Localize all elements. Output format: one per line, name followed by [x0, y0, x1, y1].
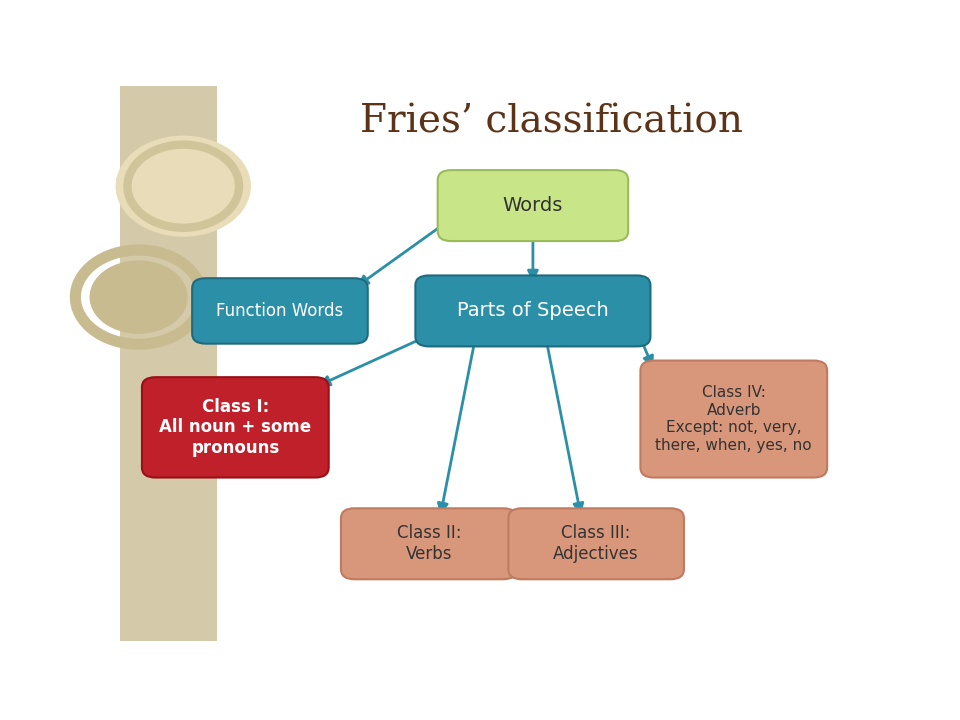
Text: Function Words: Function Words — [216, 302, 344, 320]
FancyBboxPatch shape — [509, 508, 684, 580]
FancyBboxPatch shape — [341, 508, 516, 580]
FancyBboxPatch shape — [438, 170, 628, 241]
FancyBboxPatch shape — [640, 361, 828, 477]
Text: Class I:
All noun + some
pronouns: Class I: All noun + some pronouns — [159, 397, 311, 457]
Circle shape — [116, 136, 251, 236]
Text: Class III:
Adjectives: Class III: Adjectives — [553, 524, 639, 563]
FancyBboxPatch shape — [192, 278, 368, 343]
Text: Parts of Speech: Parts of Speech — [457, 302, 609, 320]
Text: Class IV:
Adverb
Except: not, very,
there, when, yes, no: Class IV: Adverb Except: not, very, ther… — [656, 385, 812, 453]
Text: Words: Words — [503, 196, 564, 215]
FancyBboxPatch shape — [416, 276, 651, 346]
FancyBboxPatch shape — [120, 86, 217, 641]
Circle shape — [90, 261, 187, 333]
Text: Fries’ classification: Fries’ classification — [360, 104, 743, 141]
Text: Class II:
Verbs: Class II: Verbs — [396, 524, 461, 563]
FancyBboxPatch shape — [142, 377, 328, 477]
